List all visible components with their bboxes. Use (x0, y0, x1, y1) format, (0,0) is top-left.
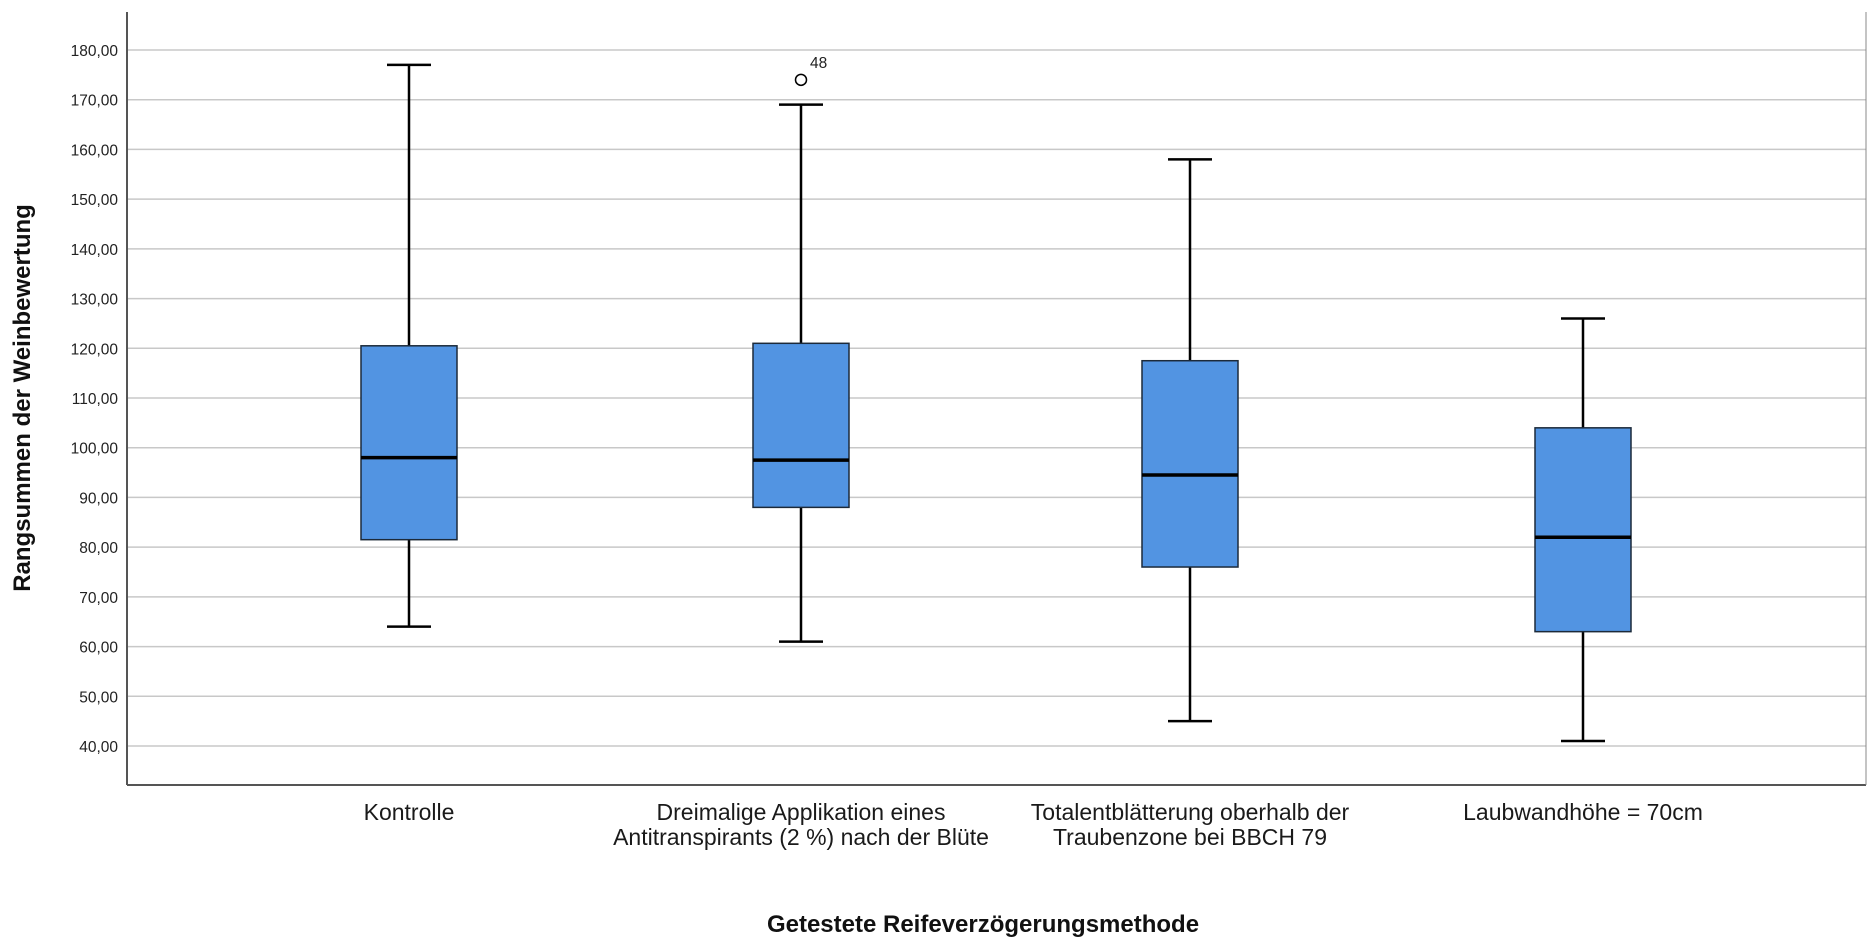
outlier-label: 48 (810, 55, 827, 72)
y-tick-label: 160,00 (71, 142, 119, 159)
boxes: 48 (360, 55, 1632, 743)
x-category-label: Dreimalige Applikation eines Antitranspi… (613, 799, 989, 850)
axes (126, 12, 1867, 786)
y-tick-label: 130,00 (71, 292, 119, 309)
y-tick-label: 100,00 (71, 441, 119, 458)
y-tick-label: 170,00 (71, 93, 119, 110)
y-axis-title: Rangsummen der Weinbewertung (9, 204, 36, 592)
y-tick-label: 50,00 (79, 689, 118, 706)
iqr-box (1141, 359, 1239, 568)
y-tick-labels: 40,00 50,00 60,00 70,00 80,00 90,00 100,00 110,… (71, 43, 119, 756)
x-category-label: Totalentblätterung oberhalb der Traubenz… (1030, 799, 1350, 850)
x-category-label: Laubwandhöhe = 70cm (1463, 799, 1703, 825)
iqr-box (752, 342, 850, 509)
y-tick-label: 110,00 (72, 391, 119, 408)
y-tick-label: 180,00 (71, 43, 119, 60)
y-tick-label: 70,00 (79, 590, 118, 607)
x-axis-title: Getestete Reifeverzögerungsmethode (767, 911, 1199, 938)
iqr-box (1534, 427, 1632, 633)
outlier-point (794, 73, 808, 87)
box-group-4 (1534, 317, 1632, 743)
box-group-3 (1141, 158, 1239, 723)
y-tick-label: 140,00 (71, 242, 119, 259)
y-tick-label: 80,00 (79, 540, 118, 557)
box-group-2: 48 (752, 55, 850, 643)
y-tick-label: 60,00 (79, 640, 118, 657)
y-tick-label: 120,00 (71, 341, 119, 358)
box-group-1 (360, 63, 458, 628)
y-tick-label: 40,00 (79, 739, 118, 756)
iqr-box (360, 345, 458, 541)
y-tick-label: 150,00 (71, 192, 119, 209)
y-tick-label: 90,00 (79, 490, 118, 507)
x-category-label: Kontrolle (363, 799, 455, 825)
